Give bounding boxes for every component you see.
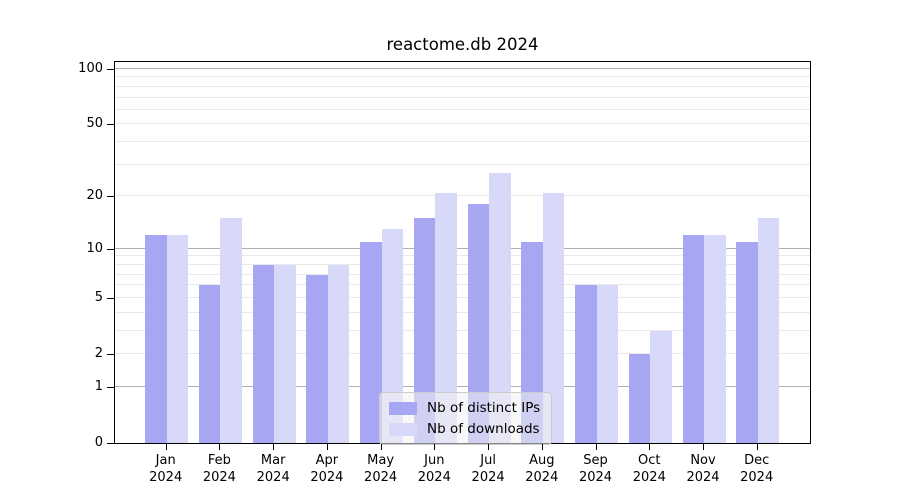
x-axis-tick: [434, 444, 436, 450]
x-axis-tick: [756, 444, 758, 450]
bar-downloads: [274, 264, 296, 443]
legend-label-distinct-ips: Nb of distinct IPs: [427, 400, 541, 416]
bar-distinct-ips: [736, 241, 758, 443]
bar-distinct-ips: [413, 218, 436, 443]
x-tick-label-nov: Nov 2024: [686, 453, 720, 485]
gridline-minor: [115, 85, 810, 87]
y-tick-label: 100: [78, 61, 103, 76]
gridline-minor: [115, 284, 810, 286]
y-tick-label: 0: [94, 435, 103, 450]
x-axis-tick: [219, 444, 221, 450]
gridline-minor: [115, 108, 810, 110]
bar-distinct-ips: [252, 264, 275, 443]
x-tick-label-sep: Sep 2024: [578, 453, 613, 485]
bar-downloads: [435, 192, 457, 443]
plot-area: Nb of distinct IPs Nb of downloads: [114, 61, 811, 445]
gridline-major: [115, 385, 810, 387]
bar-distinct-ips: [198, 285, 221, 443]
x-axis-tick: [541, 444, 543, 450]
gridline-minor: [115, 76, 810, 78]
y-tick-label: 50: [86, 116, 103, 132]
bar-distinct-ips: [682, 235, 704, 443]
bar-downloads: [220, 218, 242, 443]
x-tick-label-oct: Oct 2024: [632, 453, 666, 485]
y-tick-label: 2: [94, 346, 103, 361]
gridline-minor: [115, 255, 810, 257]
bar-downloads: [596, 285, 618, 443]
bar-distinct-ips: [145, 235, 167, 443]
y-axis-tick: [107, 124, 114, 126]
legend-row-downloads: Nb of downloads: [389, 421, 540, 437]
bar-distinct-ips: [467, 204, 490, 443]
bar-distinct-ips: [628, 354, 651, 443]
x-tick-label-dec: Dec 2024: [740, 453, 774, 485]
gridline-minor: [115, 141, 810, 143]
y-axis-tick: [107, 443, 114, 444]
bar-distinct-ips: [306, 274, 328, 443]
x-axis-tick: [703, 444, 704, 450]
bar-downloads: [489, 173, 511, 443]
gridline-minor: [115, 263, 810, 265]
y-axis-tick: [107, 297, 114, 299]
legend-swatch-downloads: [389, 422, 417, 436]
y-axis-tick: [107, 354, 114, 355]
gridline-major: [115, 68, 810, 69]
bar-distinct-ips: [575, 285, 597, 443]
bar-distinct-ips: [360, 241, 382, 443]
x-tick-label-jan: Jan 2024: [149, 453, 183, 485]
y-tick-label: 5: [94, 289, 103, 305]
gridline-minor: [115, 296, 810, 298]
x-axis-tick: [165, 444, 167, 450]
bar-downloads: [542, 192, 565, 443]
gridline-minor: [115, 311, 810, 313]
legend-label-downloads: Nb of downloads: [427, 421, 540, 437]
gridline-minor: [115, 329, 810, 331]
x-axis-tick: [380, 444, 382, 450]
gridline-minor: [115, 273, 810, 275]
legend-swatch-distinct-ips: [389, 401, 417, 415]
gridline-minor: [115, 353, 810, 354]
bar-downloads: [704, 235, 726, 443]
bar-downloads: [381, 229, 404, 443]
x-axis-tick: [649, 444, 651, 450]
y-tick-label: 20: [86, 188, 103, 204]
bar-downloads: [327, 264, 350, 443]
bar-downloads: [757, 218, 780, 443]
gridline-minor: [115, 195, 810, 197]
gridline-minor: [115, 123, 810, 125]
bar-downloads: [650, 330, 672, 443]
x-tick-label-jun: Jun 2024: [417, 453, 451, 485]
gridline-minor: [115, 96, 810, 98]
chart-title: reactome.db 2024: [386, 35, 539, 54]
y-axis-tick: [107, 386, 114, 388]
legend-row-distinct-ips: Nb of distinct IPs: [389, 400, 540, 416]
x-tick-label-jul: Jul 2024: [471, 453, 505, 485]
x-axis-tick: [595, 444, 597, 450]
y-axis-tick: [107, 196, 114, 198]
gridline-major: [115, 247, 810, 249]
x-axis-tick: [488, 444, 490, 450]
x-axis-tick: [273, 444, 275, 450]
y-axis-tick: [107, 69, 114, 70]
legend: Nb of distinct IPs Nb of downloads: [379, 392, 553, 445]
x-tick-label-apr: Apr 2024: [310, 453, 344, 485]
bar-downloads: [166, 235, 189, 443]
x-axis-tick: [326, 444, 328, 450]
y-tick-label: 10: [86, 240, 103, 256]
y-tick-label: 1: [94, 378, 103, 394]
y-axis-tick: [107, 248, 114, 250]
x-tick-label-feb: Feb 2024: [202, 453, 236, 485]
x-tick-label-may: May 2024: [364, 453, 398, 485]
x-tick-label-mar: Mar 2024: [256, 453, 290, 485]
x-tick-label-aug: Aug 2024: [525, 453, 559, 485]
gridline-minor: [115, 163, 810, 165]
